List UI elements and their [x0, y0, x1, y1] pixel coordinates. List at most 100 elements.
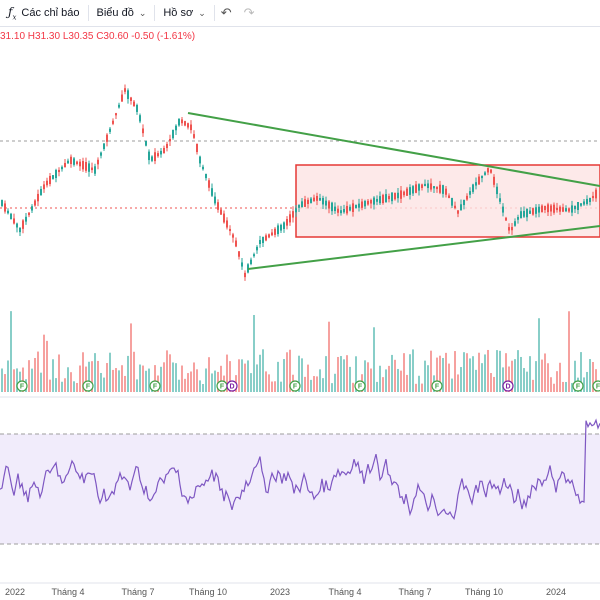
volume-bar [274, 381, 276, 392]
candle [22, 220, 24, 229]
candle [181, 119, 183, 124]
profile-button[interactable]: Hồ sơ ⌄ [155, 0, 213, 26]
volume-bar [109, 352, 111, 392]
undo-icon[interactable]: ↶ [220, 5, 232, 20]
volume-bar [145, 370, 147, 392]
candle [442, 185, 444, 194]
candle [352, 203, 354, 212]
candle [307, 199, 309, 204]
candle [466, 195, 468, 200]
volume-bar [163, 362, 165, 392]
volume-bar [49, 379, 51, 392]
volume-bar [40, 372, 42, 392]
candle [58, 169, 60, 173]
event-marker[interactable] [226, 380, 238, 392]
candle [10, 213, 12, 220]
event-marker[interactable] [82, 380, 94, 392]
candle [439, 184, 441, 193]
volume-bar [394, 359, 396, 392]
event-marker[interactable] [431, 380, 443, 392]
candle [568, 208, 570, 212]
candle [487, 168, 489, 173]
candle [184, 121, 186, 126]
event-marker[interactable] [572, 380, 584, 392]
volume-bar [448, 363, 450, 392]
volume-bar [7, 360, 9, 392]
candle [289, 214, 291, 223]
candle [202, 166, 204, 170]
chart-type-button[interactable]: Biểu đồ ⌄ [89, 0, 155, 26]
range-box[interactable] [295, 164, 600, 238]
volume-bar [277, 361, 279, 392]
candle [175, 125, 177, 131]
candle [469, 191, 471, 195]
candle [208, 180, 210, 188]
volume-bar [181, 365, 183, 392]
trendline-lower[interactable] [247, 225, 600, 270]
event-marker-label: F [86, 384, 91, 391]
event-marker[interactable] [289, 380, 301, 392]
ohlc-readout: 31.10 H31.30 L30.35 C30.60 -0.50 (-1.61%… [0, 31, 196, 42]
candle [265, 235, 267, 241]
event-marker[interactable] [592, 380, 600, 392]
volume-bar [265, 371, 267, 392]
volume-bar [67, 367, 69, 392]
volume-bar [472, 356, 474, 392]
volume-bar [430, 350, 432, 392]
volume-bar [373, 327, 375, 392]
candle [349, 206, 351, 211]
candle [454, 205, 456, 209]
event-marker[interactable] [354, 380, 366, 392]
candle [151, 156, 153, 161]
volume-bar [73, 381, 75, 392]
candle [223, 213, 225, 223]
volume-bar [31, 368, 33, 392]
volume-bar [529, 356, 531, 392]
event-marker[interactable] [502, 380, 514, 392]
candle [343, 209, 345, 213]
volume-bar [349, 366, 351, 392]
candle [133, 101, 135, 107]
volume-bar [421, 383, 423, 392]
volume-bar [4, 374, 6, 392]
volume-bar [352, 382, 354, 392]
volume-bar [400, 370, 402, 392]
candle [526, 208, 528, 218]
candle [385, 194, 387, 203]
event-marker[interactable] [16, 380, 28, 392]
function-icon: ƒx [8, 4, 17, 22]
candle [367, 200, 369, 205]
candle [565, 208, 567, 212]
redo-icon[interactable]: ↷ [243, 5, 255, 20]
volume-bar [43, 334, 45, 392]
event-marker[interactable] [149, 380, 161, 392]
candle [421, 184, 423, 188]
candle [571, 205, 573, 213]
volume-bar [418, 375, 420, 392]
candle [292, 211, 294, 218]
candle [475, 182, 477, 186]
trendline-upper[interactable] [187, 112, 600, 187]
volume-bar [310, 379, 312, 392]
event-marker-label: F [576, 384, 581, 391]
volume-bar [1, 368, 3, 392]
volume-bar [22, 367, 24, 392]
volume-bar [478, 352, 480, 392]
volume-bar [523, 368, 525, 392]
candle [235, 240, 237, 247]
candle [523, 210, 525, 217]
candle [145, 140, 147, 146]
volume-bar [436, 357, 438, 392]
candle [34, 200, 36, 206]
volume-bar [469, 358, 471, 392]
candle [148, 151, 150, 161]
candle [589, 197, 591, 203]
volume-bar [289, 349, 291, 392]
indicators-button[interactable]: ƒx Các chỉ báo [0, 0, 88, 26]
volume-bar [424, 360, 426, 392]
volume-bar [217, 371, 219, 392]
volume-bar [34, 357, 36, 392]
volume-bar [55, 378, 57, 392]
volume-bar [511, 360, 513, 392]
